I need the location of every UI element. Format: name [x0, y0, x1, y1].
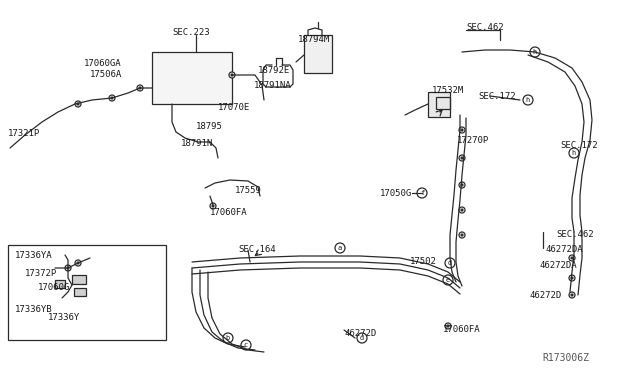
Circle shape [65, 265, 71, 271]
Text: b: b [226, 335, 230, 341]
Text: f: f [420, 190, 424, 196]
Circle shape [447, 325, 449, 327]
Text: h: h [572, 150, 576, 156]
Circle shape [77, 262, 79, 264]
Text: h: h [533, 49, 537, 55]
Text: 18791N: 18791N [181, 138, 213, 148]
Text: 17060FA: 17060FA [443, 326, 481, 334]
Text: 17060G: 17060G [38, 283, 70, 292]
Circle shape [443, 275, 453, 285]
Text: 17336YA: 17336YA [15, 250, 52, 260]
Circle shape [75, 260, 81, 266]
Circle shape [569, 292, 575, 298]
Circle shape [77, 103, 79, 105]
Text: 46272DA: 46272DA [540, 260, 578, 269]
Text: 46272D: 46272D [345, 328, 377, 337]
Text: R173006Z: R173006Z [542, 353, 589, 363]
Circle shape [417, 188, 427, 198]
Text: d: d [360, 335, 364, 341]
Circle shape [459, 155, 465, 161]
Text: 17321P: 17321P [8, 128, 40, 138]
Circle shape [241, 340, 251, 350]
Circle shape [109, 95, 115, 101]
Circle shape [75, 101, 81, 107]
Circle shape [231, 74, 233, 76]
Circle shape [459, 232, 465, 238]
Text: 17270P: 17270P [457, 135, 489, 144]
Text: d: d [448, 260, 452, 266]
Bar [8, 245, 166, 340]
Circle shape [571, 294, 573, 296]
Circle shape [461, 209, 463, 211]
Bar [428, 92, 450, 117]
Circle shape [139, 87, 141, 89]
Text: 17502: 17502 [410, 257, 437, 266]
Circle shape [569, 275, 575, 281]
Text: a: a [338, 245, 342, 251]
Text: SEC.462: SEC.462 [466, 22, 504, 32]
Circle shape [111, 97, 113, 99]
Circle shape [357, 333, 367, 343]
Circle shape [67, 267, 69, 269]
Text: c: c [244, 342, 248, 348]
Circle shape [459, 127, 465, 133]
Circle shape [459, 207, 465, 213]
Text: SEC.164: SEC.164 [238, 246, 276, 254]
Bar [72, 275, 86, 284]
Circle shape [212, 205, 214, 207]
Text: 17050G: 17050G [380, 189, 412, 198]
Text: SEC.172: SEC.172 [478, 92, 516, 100]
Text: 17060FA: 17060FA [210, 208, 248, 217]
Text: SEC.223: SEC.223 [172, 28, 210, 36]
Bar [152, 52, 232, 104]
Text: e: e [446, 277, 450, 283]
Text: 17336Y: 17336Y [48, 314, 80, 323]
Circle shape [461, 184, 463, 186]
Circle shape [223, 333, 233, 343]
Text: SEC.172: SEC.172 [560, 141, 598, 150]
Text: 17060GA: 17060GA [84, 58, 122, 67]
Circle shape [459, 182, 465, 188]
Bar [55, 280, 65, 288]
Circle shape [569, 148, 579, 158]
Circle shape [461, 129, 463, 131]
Bar [436, 97, 450, 109]
Circle shape [461, 234, 463, 236]
Text: 18792E: 18792E [258, 65, 291, 74]
Circle shape [569, 255, 575, 261]
Circle shape [445, 323, 451, 329]
Bar [74, 288, 86, 296]
Text: h: h [526, 97, 530, 103]
Circle shape [335, 243, 345, 253]
Circle shape [461, 157, 463, 159]
Text: 17559: 17559 [235, 186, 262, 195]
Circle shape [530, 47, 540, 57]
Text: 46272D: 46272D [530, 291, 563, 299]
Text: SEC.462: SEC.462 [556, 230, 594, 238]
Circle shape [571, 277, 573, 279]
Text: 17532M: 17532M [432, 86, 464, 94]
Text: 17506A: 17506A [90, 70, 122, 78]
Text: 18794M: 18794M [298, 35, 330, 44]
Text: 17070E: 17070E [218, 103, 250, 112]
Circle shape [523, 95, 533, 105]
Bar [304, 35, 332, 73]
Text: 17336YB: 17336YB [15, 305, 52, 314]
Text: 18795: 18795 [196, 122, 223, 131]
Circle shape [229, 72, 235, 78]
Text: 18791NA: 18791NA [254, 80, 292, 90]
Circle shape [210, 203, 216, 209]
Circle shape [445, 258, 455, 268]
Text: 46272DA: 46272DA [546, 246, 584, 254]
Text: 17372P: 17372P [25, 269, 57, 279]
Circle shape [571, 257, 573, 259]
Circle shape [137, 85, 143, 91]
